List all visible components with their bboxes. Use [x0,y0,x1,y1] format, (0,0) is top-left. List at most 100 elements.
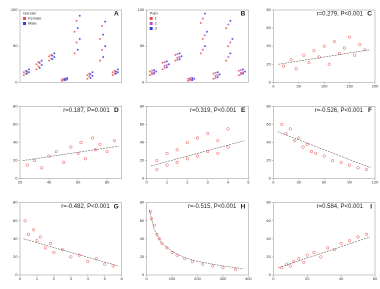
y-tick-label: 0 [15,272,18,277]
scatter-point [155,168,159,172]
scatter-point [40,166,44,170]
y-tick-label: 20 [140,158,145,163]
strip-point [114,72,117,75]
scatter-point [165,246,169,250]
panel-letter: G [114,203,119,210]
strip-point [22,74,25,77]
y-tick-label: 20 [140,254,145,259]
panel-letter: H [241,203,246,210]
strip-point [101,48,104,51]
strip-point [111,71,114,74]
scatter-point [337,51,341,55]
scatter-point [175,148,179,152]
strip-point [148,74,151,77]
scatter-point [327,62,331,66]
scatter-point [302,260,306,264]
scatter-point [175,160,179,164]
trend-line [148,209,244,269]
y-tick-label: 0 [269,79,272,84]
scatter-point [206,149,210,154]
scatter-point [288,127,292,131]
y-tick-label: 20 [266,254,271,259]
x-tick-label: 5 [104,276,107,281]
strip-point [151,73,154,76]
scatter-point [301,145,305,149]
scatter-point [155,232,159,236]
strip-point [86,74,89,77]
x-tick-label: 30 [297,180,302,185]
panel-letter: F [368,107,372,114]
legend-label: 2 [155,21,158,26]
strip-point [53,56,56,59]
strip-point [239,71,242,74]
scatter-point [288,264,292,268]
scatter-point [83,157,87,161]
scatter-point [353,53,357,57]
x-tick-label: 3 [207,180,210,185]
y-tick-label: 20 [13,158,18,163]
x-tick-label: 50 [297,83,302,88]
y-tick-label: 80 [266,103,271,108]
strip-point [22,71,25,74]
y-tick-label: 80 [266,7,271,12]
strip-point [161,61,164,64]
x-tick-label: 60 [322,180,327,185]
strip-point [189,79,192,82]
strip-point [73,30,76,33]
scatter-point [69,255,73,259]
strip-point [237,74,240,77]
strip-point [48,55,51,58]
y-tick-label: 40 [13,140,18,145]
strip-point [102,33,105,36]
y-tick-label: 80 [140,103,145,108]
scatter-point [281,64,286,68]
strip-point [178,58,181,61]
scatter-point [43,246,47,250]
scatter-point [54,149,58,154]
y-tick-label: 0 [269,272,272,277]
strip-point [187,79,190,82]
y-tick-label: 0 [15,176,18,181]
strip-point [60,79,63,82]
x-tick-label: 80 [105,180,110,185]
strip-point [214,76,217,79]
y-tick-label: 60 [266,25,271,30]
annotation: r=-0.526, P<0.001 [315,108,364,114]
x-tick-label: 0 [146,180,149,185]
annotation: r=-0.482, P<0.001 [61,204,110,210]
strip-point [153,72,156,75]
scatter-point [79,140,83,145]
strip-point [229,41,232,44]
strip-point [76,48,79,51]
scatter-point [292,139,297,143]
x-tick-label: 60 [76,180,81,185]
x-tick-label: 2 [186,180,189,185]
strip-point [51,58,54,61]
y-tick-label: 20 [266,158,271,163]
x-tick-label: 90 [347,180,352,185]
x-tick-label: 60 [373,276,378,281]
x-tick-label: 200 [372,83,379,88]
strip-point [167,63,170,66]
trend-line [278,49,370,65]
strip-point [227,56,230,59]
plot-frame [146,9,249,83]
legend-title: Gender [23,11,37,16]
strip-point [201,48,204,51]
scatter-point [52,250,56,254]
y-tick-label: 0 [142,79,145,84]
scatter-point [358,42,362,46]
scatter-point [294,67,298,71]
strip-point [25,72,28,75]
scatter-point [160,241,164,245]
strip-point [176,56,179,59]
y-tick-label: 40 [140,236,145,241]
y-tick-label: 50 [13,43,18,48]
strip-point [214,74,217,77]
strip-point [116,71,119,74]
strip-point [89,76,92,79]
scatter-point [35,239,39,243]
y-tick-label: 0 [142,272,145,277]
scatter-point [165,151,169,155]
